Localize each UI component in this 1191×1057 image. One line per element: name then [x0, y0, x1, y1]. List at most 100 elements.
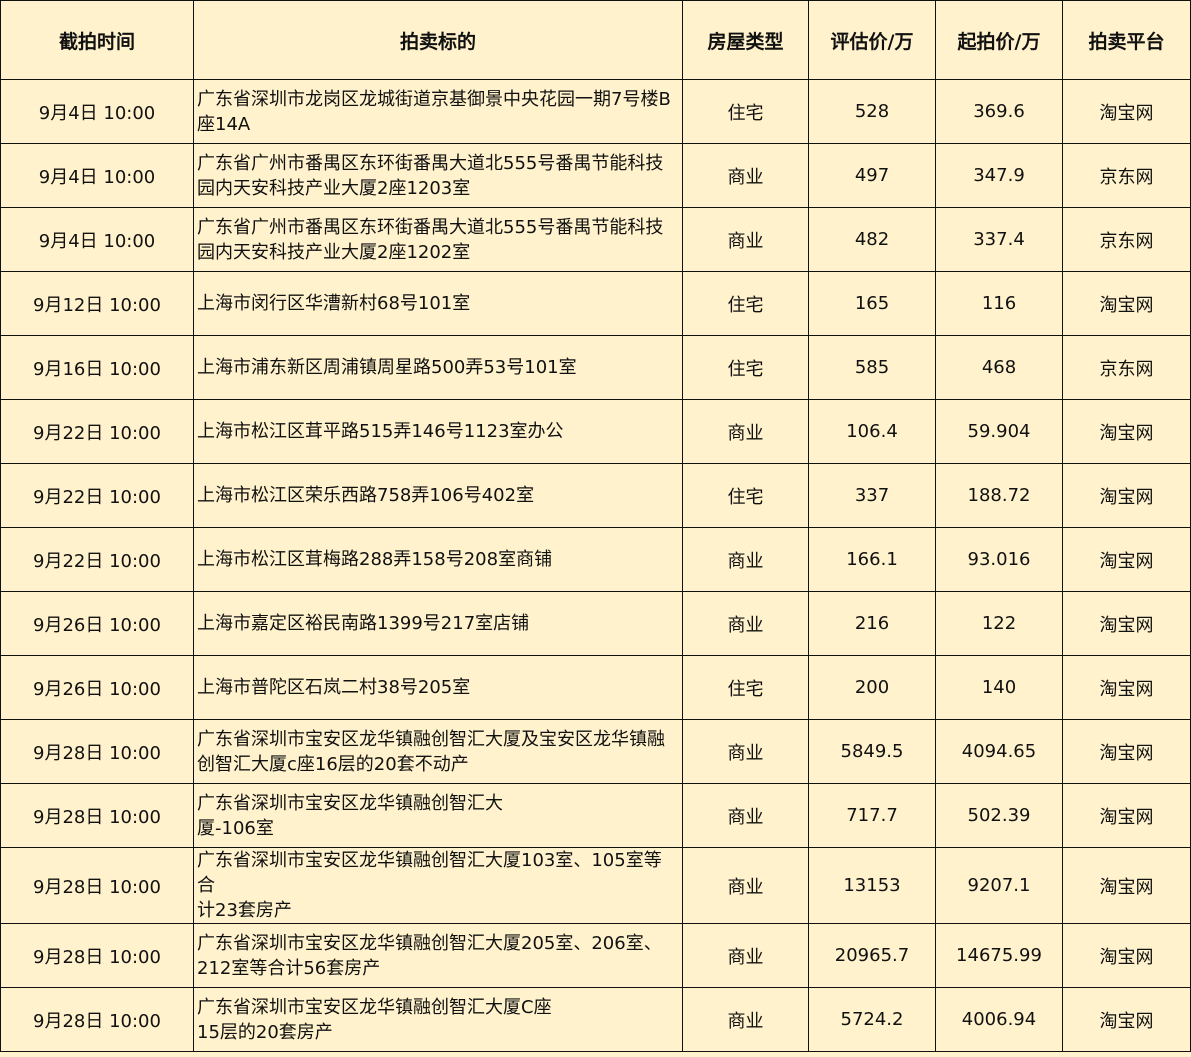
cell-platform: 淘宝网	[1062, 847, 1191, 924]
cell-time: 9月26日 10:00	[0, 591, 194, 656]
table-row: 9月4日 10:00 广东省广州市番禺区东环街番禺大道北555号番禺节能科技 园内…	[0, 143, 1191, 208]
cell-platform: 淘宝网	[1062, 463, 1191, 528]
cell-subject: 广东省深圳市宝安区龙华镇融创智汇大厦205室、206室、 212室等合计56套房…	[193, 923, 683, 988]
cell-type: 商业	[682, 143, 809, 208]
table-row: 9月4日 10:00 广东省深圳市龙岗区龙城街道京基御景中央花园一期7号楼B 座1…	[0, 79, 1191, 144]
cell-time: 9月22日 10:00	[0, 527, 194, 592]
cell-subject: 广东省广州市番禺区东环街番禺大道北555号番禺节能科技 园内天安科技产业大厦2座…	[193, 207, 683, 272]
cell-subject: 广东省深圳市宝安区龙华镇融创智汇大厦C座 15层的20套房产	[193, 987, 683, 1052]
cell-appraisal: 337	[808, 463, 936, 528]
cell-start-price: 4006.94	[935, 987, 1063, 1052]
table-row: 9月4日 10:00 广东省广州市番禺区东环街番禺大道北555号番禺节能科技 园内…	[0, 207, 1191, 272]
cell-type: 商业	[682, 847, 809, 924]
cell-type: 商业	[682, 719, 809, 784]
cell-start-price: 9207.1	[935, 847, 1063, 924]
cell-platform: 京东网	[1062, 335, 1191, 400]
cell-start-price: 4094.65	[935, 719, 1063, 784]
cell-start-price: 14675.99	[935, 923, 1063, 988]
cell-type: 住宅	[682, 655, 809, 720]
cell-platform: 淘宝网	[1062, 923, 1191, 988]
header-time: 截拍时间	[0, 0, 194, 80]
cell-platform: 淘宝网	[1062, 655, 1191, 720]
cell-start-price: 468	[935, 335, 1063, 400]
table-row: 9月28日 10:00 广东省深圳市宝安区龙华镇融创智汇大厦及宝安区龙华镇融 创智…	[0, 719, 1191, 784]
cell-appraisal: 5724.2	[808, 987, 936, 1052]
cell-platform: 京东网	[1062, 143, 1191, 208]
cell-platform: 淘宝网	[1062, 719, 1191, 784]
cell-type: 商业	[682, 527, 809, 592]
cell-appraisal: 20965.7	[808, 923, 936, 988]
cell-time: 9月22日 10:00	[0, 399, 194, 464]
table-row: 9月22日 10:00 上海市松江区茸梅路288弄158号208室商铺 商业 166.…	[0, 527, 1191, 592]
cell-time: 9月4日 10:00	[0, 143, 194, 208]
cell-time: 9月22日 10:00	[0, 463, 194, 528]
cell-appraisal: 482	[808, 207, 936, 272]
header-subject: 拍卖标的	[193, 0, 683, 80]
table-row: 9月28日 10:00 广东省深圳市宝安区龙华镇融创智汇大厦C座 15层的20套房…	[0, 987, 1191, 1052]
cell-time: 9月12日 10:00	[0, 271, 194, 336]
cell-platform: 淘宝网	[1062, 591, 1191, 656]
cell-start-price: 122	[935, 591, 1063, 656]
cell-subject: 上海市松江区荣乐西路758弄106号402室	[193, 463, 683, 528]
cell-type: 商业	[682, 591, 809, 656]
cell-subject: 上海市嘉定区裕民南路1399号217室店铺	[193, 591, 683, 656]
cell-start-price: 140	[935, 655, 1063, 720]
cell-type: 住宅	[682, 335, 809, 400]
header-platform: 拍卖平台	[1062, 0, 1191, 80]
cell-appraisal: 497	[808, 143, 936, 208]
cell-appraisal: 13153	[808, 847, 936, 924]
cell-type: 商业	[682, 987, 809, 1052]
cell-appraisal: 528	[808, 79, 936, 144]
cell-subject: 上海市闵行区华漕新村68号101室	[193, 271, 683, 336]
cell-subject: 广东省广州市番禺区东环街番禺大道北555号番禺节能科技 园内天安科技产业大厦2座…	[193, 143, 683, 208]
table-row: 9月28日 10:00 广东省深圳市宝安区龙华镇融创智汇大厦205室、206室、 …	[0, 923, 1191, 988]
cell-time: 9月28日 10:00	[0, 719, 194, 784]
cell-time: 9月4日 10:00	[0, 79, 194, 144]
cell-start-price: 59.904	[935, 399, 1063, 464]
header-start-price: 起拍价/万	[935, 0, 1063, 80]
cell-subject: 上海市浦东新区周浦镇周星路500弄53号101室	[193, 335, 683, 400]
cell-platform: 淘宝网	[1062, 399, 1191, 464]
cell-time: 9月28日 10:00	[0, 923, 194, 988]
cell-appraisal: 585	[808, 335, 936, 400]
table-row: 9月12日 10:00 上海市闵行区华漕新村68号101室 住宅 165 116 淘宝网	[0, 271, 1191, 336]
header-row: 截拍时间 拍卖标的 房屋类型 评估价/万 起拍价/万 拍卖平台	[0, 0, 1191, 80]
cell-time: 9月16日 10:00	[0, 335, 194, 400]
cell-type: 商业	[682, 399, 809, 464]
cell-type: 商业	[682, 923, 809, 988]
cell-platform: 京东网	[1062, 207, 1191, 272]
cell-start-price: 116	[935, 271, 1063, 336]
cell-platform: 淘宝网	[1062, 79, 1191, 144]
table-row: 9月28日 10:00 广东省深圳市宝安区龙华镇融创智汇大 厦-106室 商业 717…	[0, 783, 1191, 848]
cell-type: 住宅	[682, 463, 809, 528]
cell-subject: 广东省深圳市龙岗区龙城街道京基御景中央花园一期7号楼B 座14A	[193, 79, 683, 144]
cell-type: 住宅	[682, 79, 809, 144]
cell-time: 9月28日 10:00	[0, 847, 194, 924]
cell-start-price: 502.39	[935, 783, 1063, 848]
cell-platform: 淘宝网	[1062, 783, 1191, 848]
cell-appraisal: 717.7	[808, 783, 936, 848]
cell-start-price: 93.016	[935, 527, 1063, 592]
cell-subject: 上海市松江区茸梅路288弄158号208室商铺	[193, 527, 683, 592]
cell-start-price: 369.6	[935, 79, 1063, 144]
cell-time: 9月28日 10:00	[0, 783, 194, 848]
cell-subject: 广东省深圳市宝安区龙华镇融创智汇大厦及宝安区龙华镇融 创智汇大厦c座16层的20…	[193, 719, 683, 784]
table-row: 9月26日 10:00 上海市嘉定区裕民南路1399号217室店铺 商业 216 122…	[0, 591, 1191, 656]
cell-time: 9月26日 10:00	[0, 655, 194, 720]
cell-start-price: 337.4	[935, 207, 1063, 272]
cell-subject: 广东省深圳市宝安区龙华镇融创智汇大厦103室、105室等合 计23套房产	[193, 847, 683, 924]
cell-subject: 上海市普陀区石岚二村38号205室	[193, 655, 683, 720]
cell-type: 商业	[682, 207, 809, 272]
cell-appraisal: 216	[808, 591, 936, 656]
cell-time: 9月4日 10:00	[0, 207, 194, 272]
cell-appraisal: 165	[808, 271, 936, 336]
table-row: 9月22日 10:00 上海市松江区荣乐西路758弄106号402室 住宅 337 18…	[0, 463, 1191, 528]
cell-appraisal: 166.1	[808, 527, 936, 592]
table-row: 9月26日 10:00 上海市普陀区石岚二村38号205室 住宅 200 140 淘宝网	[0, 655, 1191, 720]
cell-start-price: 347.9	[935, 143, 1063, 208]
header-type: 房屋类型	[682, 0, 809, 80]
cell-type: 住宅	[682, 271, 809, 336]
cell-appraisal: 5849.5	[808, 719, 936, 784]
cell-subject: 上海市松江区茸平路515弄146号1123室办公	[193, 399, 683, 464]
